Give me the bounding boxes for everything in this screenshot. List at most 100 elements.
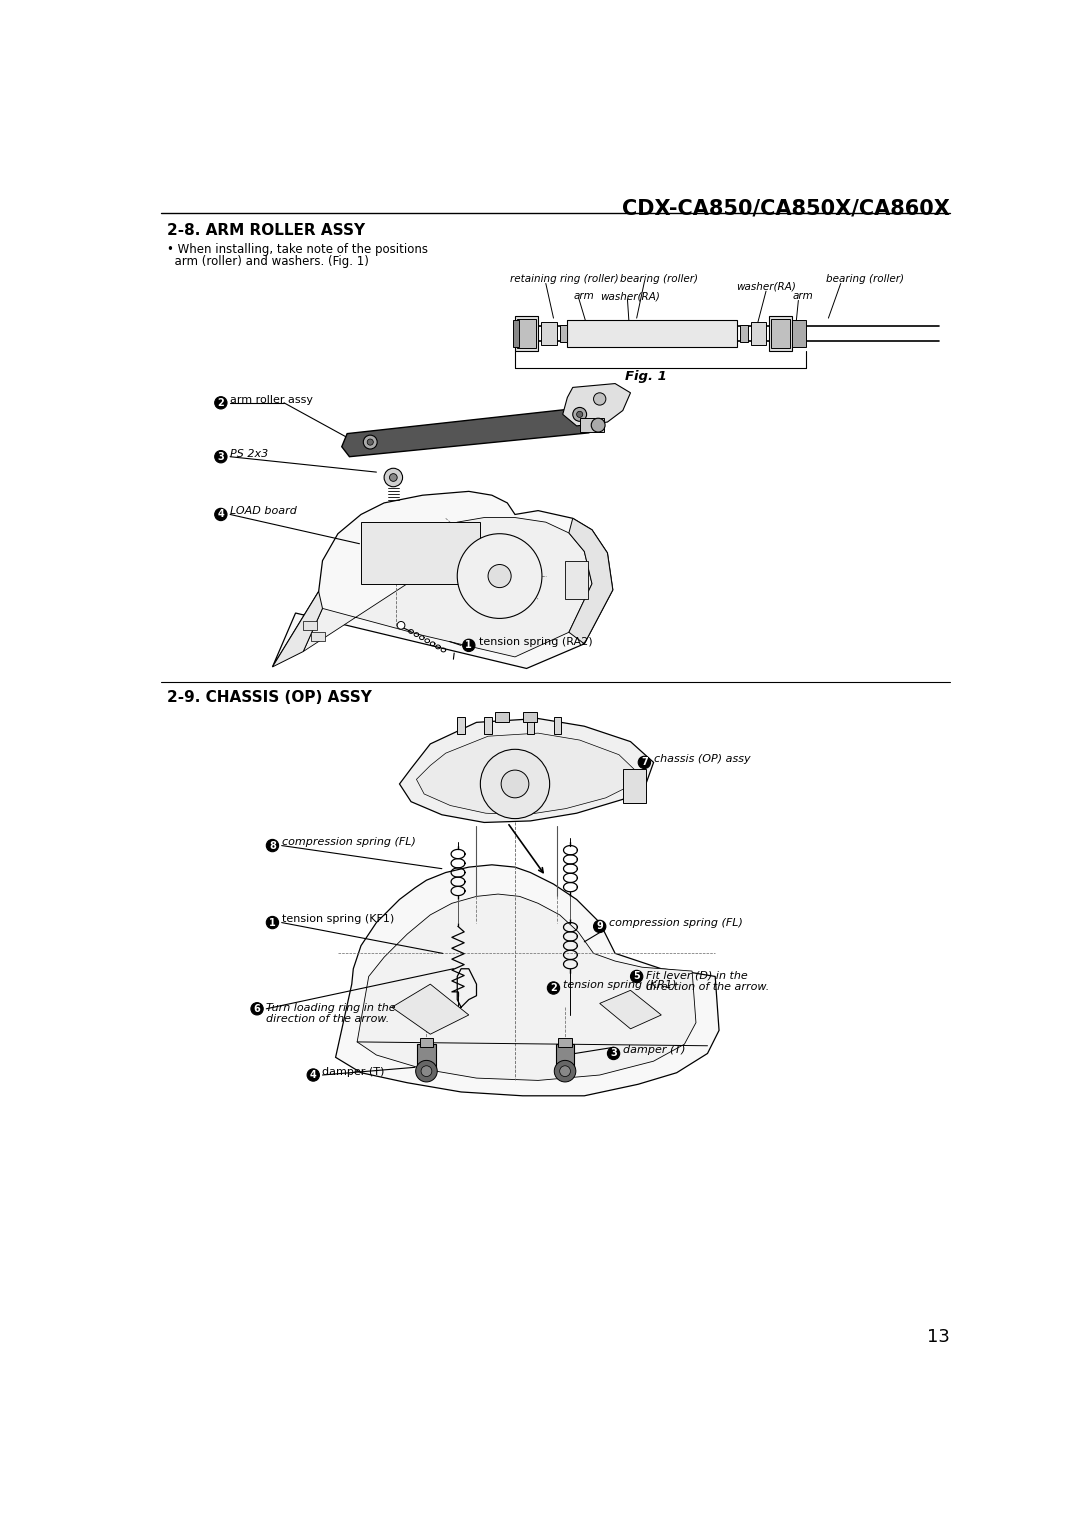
Bar xyxy=(513,321,518,347)
Polygon shape xyxy=(599,990,661,1028)
Text: compression spring (FL): compression spring (FL) xyxy=(609,918,743,929)
Text: 1: 1 xyxy=(269,917,275,927)
Bar xyxy=(623,769,646,804)
Bar xyxy=(559,325,567,342)
Circle shape xyxy=(215,451,227,463)
Bar xyxy=(793,321,806,347)
Bar xyxy=(527,717,535,733)
Bar xyxy=(515,316,538,351)
Text: 5: 5 xyxy=(633,972,640,981)
Text: 13: 13 xyxy=(927,1328,950,1346)
Text: 2: 2 xyxy=(217,397,225,408)
Text: 7: 7 xyxy=(642,758,648,767)
Circle shape xyxy=(594,393,606,405)
Polygon shape xyxy=(400,718,653,822)
Bar xyxy=(565,561,589,599)
Text: chassis (OP) assy: chassis (OP) assy xyxy=(653,755,751,764)
Circle shape xyxy=(594,920,606,932)
Bar xyxy=(554,717,562,733)
Circle shape xyxy=(559,1067,570,1077)
Circle shape xyxy=(390,474,397,481)
Circle shape xyxy=(572,408,586,422)
Circle shape xyxy=(267,917,279,929)
Circle shape xyxy=(631,970,643,983)
Bar xyxy=(419,1038,433,1047)
Circle shape xyxy=(457,533,542,619)
Text: Turn loading ring in the
direction of the arrow.: Turn loading ring in the direction of th… xyxy=(267,1002,396,1024)
Circle shape xyxy=(416,1060,437,1082)
Circle shape xyxy=(363,435,377,449)
Bar xyxy=(517,319,536,348)
Bar xyxy=(457,717,465,733)
Polygon shape xyxy=(272,591,323,666)
Circle shape xyxy=(421,1067,432,1077)
Bar xyxy=(484,717,491,733)
Text: PS 2x3: PS 2x3 xyxy=(230,449,268,458)
Bar xyxy=(303,620,318,630)
Text: washer(RA): washer(RA) xyxy=(600,292,660,301)
Bar xyxy=(751,322,766,345)
Circle shape xyxy=(367,439,374,445)
Polygon shape xyxy=(392,984,469,1034)
Text: 3: 3 xyxy=(217,452,225,461)
Bar xyxy=(417,1044,435,1071)
Polygon shape xyxy=(357,894,696,1080)
Circle shape xyxy=(215,509,227,521)
Text: 2: 2 xyxy=(550,983,557,993)
Text: LOAD board: LOAD board xyxy=(230,506,297,516)
Circle shape xyxy=(548,983,559,995)
Circle shape xyxy=(554,1060,576,1082)
Bar xyxy=(567,321,737,347)
Circle shape xyxy=(462,639,475,651)
Text: washer(RA): washer(RA) xyxy=(735,283,796,292)
Bar xyxy=(558,1038,572,1047)
Bar xyxy=(740,325,747,342)
Circle shape xyxy=(307,1070,320,1082)
Circle shape xyxy=(267,839,279,851)
Polygon shape xyxy=(341,406,598,457)
Polygon shape xyxy=(569,518,612,643)
Text: bearing (roller): bearing (roller) xyxy=(620,274,698,284)
Text: 2-8. ARM ROLLER ASSY: 2-8. ARM ROLLER ASSY xyxy=(167,223,365,238)
Bar xyxy=(523,712,537,723)
Text: 4: 4 xyxy=(217,509,225,520)
Circle shape xyxy=(488,564,511,588)
Bar xyxy=(580,419,604,432)
Text: damper (T): damper (T) xyxy=(623,1045,686,1056)
Text: 2-9. CHASSIS (OP) ASSY: 2-9. CHASSIS (OP) ASSY xyxy=(167,691,372,704)
Bar xyxy=(361,523,481,584)
Bar xyxy=(495,712,509,723)
Text: retaining ring (roller): retaining ring (roller) xyxy=(510,274,618,284)
Text: arm: arm xyxy=(573,292,594,301)
Polygon shape xyxy=(563,384,631,426)
Text: tension spring (KF1): tension spring (KF1) xyxy=(282,914,394,924)
Bar xyxy=(556,1044,575,1071)
Circle shape xyxy=(384,468,403,487)
Polygon shape xyxy=(272,492,612,668)
Text: arm (roller) and washers. (Fig. 1): arm (roller) and washers. (Fig. 1) xyxy=(167,255,369,267)
Text: compression spring (FL): compression spring (FL) xyxy=(282,837,416,848)
Text: damper (T): damper (T) xyxy=(323,1067,384,1077)
Bar xyxy=(541,322,556,345)
Circle shape xyxy=(397,622,405,630)
Polygon shape xyxy=(303,518,592,657)
Circle shape xyxy=(607,1047,620,1059)
Text: arm: arm xyxy=(793,292,813,301)
Polygon shape xyxy=(336,865,719,1096)
Text: CDX-CA850/CA850X/CA860X: CDX-CA850/CA850X/CA860X xyxy=(622,199,950,219)
Text: 4: 4 xyxy=(310,1070,316,1080)
Text: tension spring (KR1): tension spring (KR1) xyxy=(563,979,676,990)
Text: 8: 8 xyxy=(269,840,275,851)
Text: arm roller assy: arm roller assy xyxy=(230,394,313,405)
Bar xyxy=(769,316,793,351)
Circle shape xyxy=(215,397,227,410)
Text: 3: 3 xyxy=(610,1048,617,1059)
Bar xyxy=(311,631,325,640)
Circle shape xyxy=(638,756,650,769)
Text: bearing (roller): bearing (roller) xyxy=(826,274,904,284)
Text: 6: 6 xyxy=(254,1004,260,1013)
Text: Fig. 1: Fig. 1 xyxy=(625,370,666,382)
Polygon shape xyxy=(417,733,636,814)
Text: tension spring (RA2): tension spring (RA2) xyxy=(478,637,593,648)
Text: 1: 1 xyxy=(465,640,472,651)
